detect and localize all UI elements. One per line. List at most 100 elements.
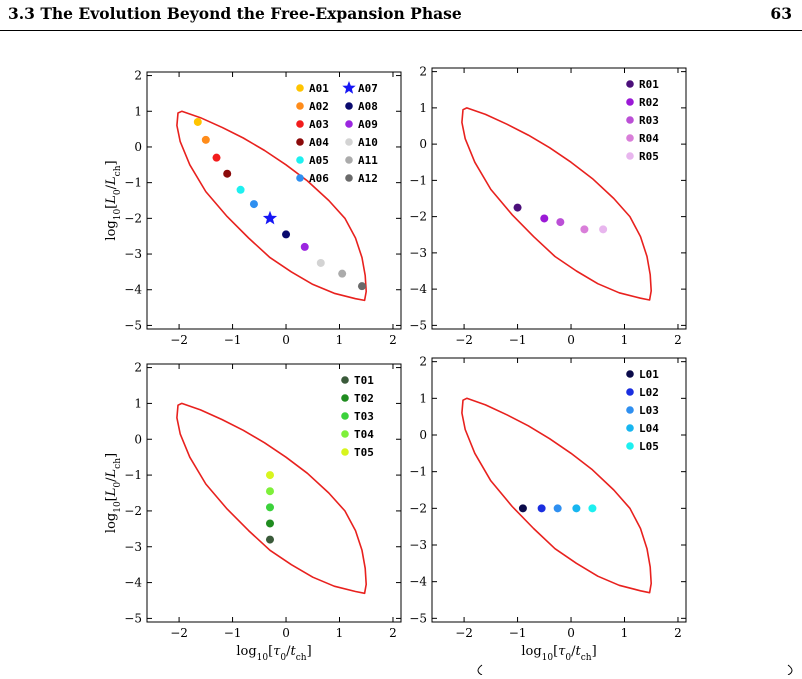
y-tick-label: −2: [409, 210, 427, 224]
legend-label-t03: T03: [354, 410, 374, 423]
data-point-r03: [556, 218, 565, 227]
chart-panel-top-right: −2 −1 0 1 2 −5 −4 −3 −2 −1 0 1 2 R01 R02 R03 R04 R05: [409, 65, 687, 347]
x-tick-label: 1: [336, 626, 344, 640]
y-tick-label: −5: [409, 318, 427, 332]
y-tick-label: −1: [124, 176, 142, 190]
legend-label-a02: A02: [309, 100, 329, 113]
legend-marker: [626, 406, 634, 414]
x-tick-label: 0: [282, 626, 290, 640]
x-tick-label: −1: [509, 626, 527, 640]
x-tick-label: 0: [567, 626, 575, 640]
page-number: 63: [770, 4, 792, 23]
data-point-a01: [193, 117, 202, 126]
legend-marker: [296, 102, 304, 110]
legend-label-a11: A11: [358, 154, 378, 167]
chart-panel-bottom-right: −2 −1 0 1 2 −5 −4 −3 −2 −1 0 1 2 L01 L02 L03 L04 L05 log10…: [409, 355, 687, 663]
plot-frame: [146, 363, 402, 623]
x-tick-label: −2: [455, 333, 473, 347]
legend-label-r01: R01: [639, 78, 659, 91]
caption-fragment: [470, 647, 800, 676]
y-tick-label: 2: [419, 355, 427, 369]
legend-marker: [626, 98, 634, 106]
legend-label-r05: R05: [639, 150, 659, 163]
data-point-l05: [588, 504, 597, 513]
legend-marker: [626, 442, 634, 450]
data-point-a12: [357, 282, 366, 291]
data-point-l03: [553, 504, 562, 513]
caption-brackets: [477, 664, 793, 676]
legend-label-a04: A04: [309, 136, 329, 149]
y-tick-label: −5: [124, 318, 142, 332]
legend-label-t05: T05: [354, 446, 374, 459]
x-axis-label: log10[τ0/tch]: [521, 644, 596, 663]
y-tick-label: 0: [134, 432, 142, 446]
data-point-a09: [300, 242, 309, 251]
legend-marker: [296, 138, 304, 146]
x-tick-label: 2: [389, 626, 397, 640]
legend-label-r03: R03: [639, 114, 659, 127]
y-tick-label: −2: [409, 501, 427, 515]
data-point-a11: [338, 269, 347, 278]
legend-label-t04: T04: [354, 428, 374, 441]
legend-marker: [341, 376, 349, 384]
data-point-l01: [518, 504, 527, 513]
page-header: 3.3 The Evolution Beyond the Free-Expans…: [0, 0, 802, 34]
data-point-t03: [265, 503, 274, 512]
y-tick-label: 1: [134, 396, 142, 410]
legend-label-l03: L03: [639, 404, 659, 417]
legend-marker: [296, 120, 304, 128]
y-tick-label: −5: [409, 611, 427, 625]
x-tick-label: −2: [455, 626, 473, 640]
legend-label-a09: A09: [358, 118, 378, 131]
legend-label-a03: A03: [309, 118, 329, 131]
data-point-l02: [537, 504, 546, 513]
contour-curve: [176, 110, 367, 302]
plot-frame: [431, 67, 687, 330]
legend-label-t01: T01: [354, 374, 374, 387]
legend-marker: [296, 156, 304, 164]
legend-label-l04: L04: [639, 422, 659, 435]
x-tick-label: 0: [567, 333, 575, 347]
y-tick-label: 1: [419, 101, 427, 115]
x-tick-label: −1: [224, 626, 242, 640]
legend-marker: [626, 424, 634, 432]
y-tick-label: 0: [419, 137, 427, 151]
data-point-t01: [265, 535, 274, 544]
y-tick-label: −4: [409, 282, 427, 296]
legend-marker: [342, 81, 356, 94]
y-tick-label: −3: [124, 540, 142, 554]
legend-marker: [341, 430, 349, 438]
legend-marker: [626, 388, 634, 396]
contour-curve: [176, 402, 367, 595]
legend-marker: [626, 80, 634, 88]
plot-frame: [431, 357, 687, 623]
data-point-a02: [201, 135, 210, 144]
y-tick-label: −4: [124, 576, 142, 590]
legend-label-a12: A12: [358, 172, 378, 185]
legend-marker: [296, 84, 304, 92]
legend-marker: [345, 138, 353, 146]
y-tick-label: 0: [134, 140, 142, 154]
y-tick-label: −2: [124, 504, 142, 518]
plot-frame: [146, 71, 402, 330]
data-point-a06: [249, 200, 258, 209]
y-tick-label: −5: [124, 611, 142, 625]
legend-label-l01: L01: [639, 368, 659, 381]
legend-marker: [296, 174, 304, 182]
legend-label-l05: L05: [639, 440, 659, 453]
data-point-a08: [282, 230, 291, 239]
data-point-r05: [599, 225, 608, 234]
legend-label-a10: A10: [358, 136, 378, 149]
data-point-a10: [316, 258, 325, 267]
legend-marker: [341, 394, 349, 402]
x-tick-label: 1: [621, 333, 629, 347]
x-tick-label: 1: [621, 626, 629, 640]
data-point-t02: [265, 519, 274, 528]
data-point-l04: [572, 504, 581, 513]
x-tick-label: 2: [674, 333, 682, 347]
legend-label-r04: R04: [639, 132, 659, 145]
x-tick-label: 0: [282, 333, 290, 347]
y-tick-label: −1: [409, 173, 427, 187]
legend-label-a01: A01: [309, 82, 329, 95]
y-axis-label: log10[L0/Lch]: [104, 160, 123, 240]
